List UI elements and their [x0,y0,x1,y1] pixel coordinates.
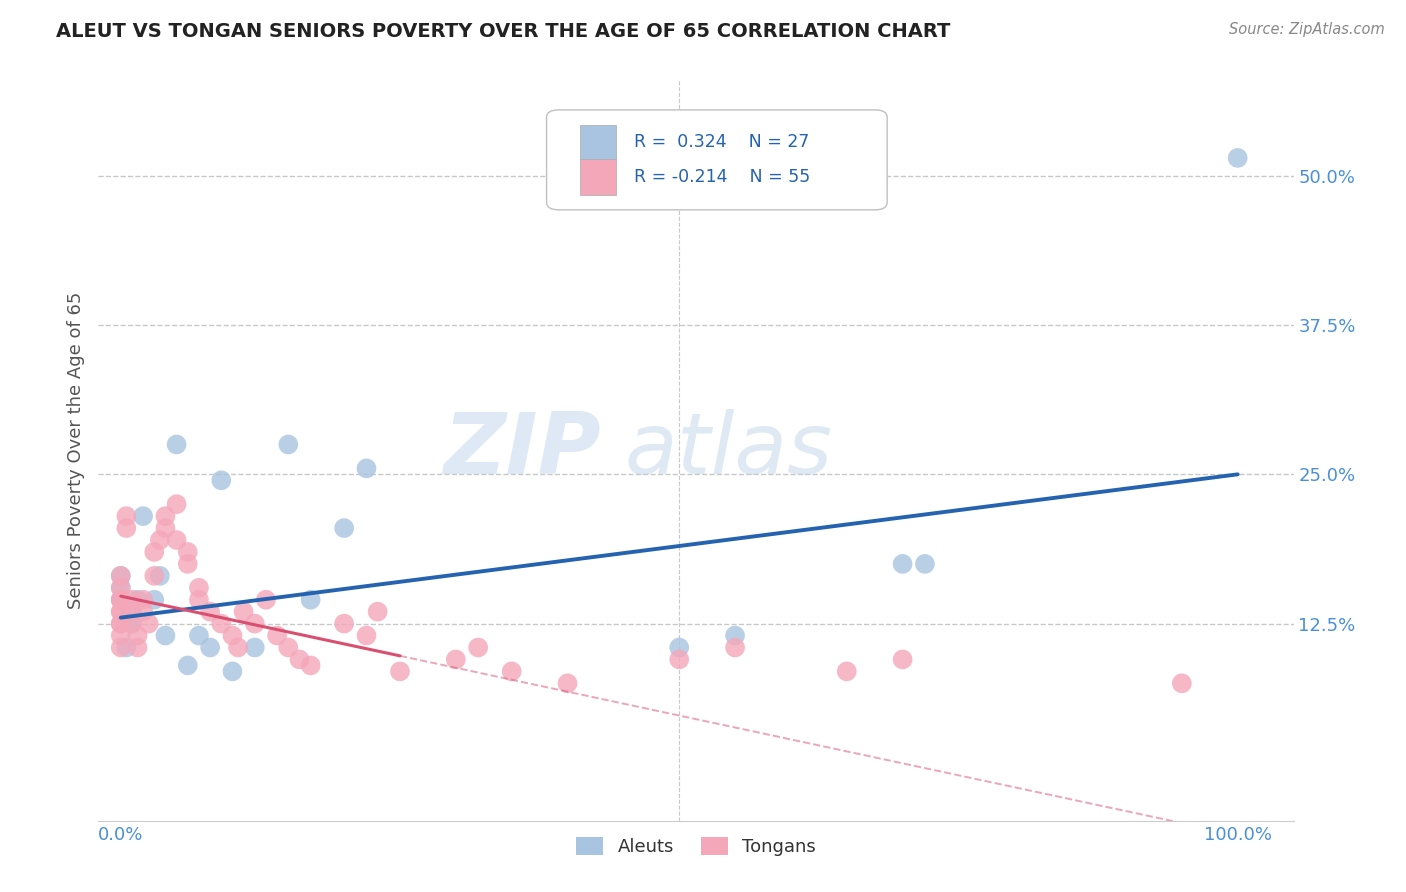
Point [110,569,132,583]
Point [143,592,166,607]
Point [367,605,389,619]
Text: R = -0.214    N = 55: R = -0.214 N = 55 [634,169,810,186]
Point [835,665,858,679]
Point [127,628,149,642]
Point [110,605,132,619]
Point [501,665,523,679]
Text: R =  0.324    N = 27: R = 0.324 N = 27 [634,134,810,152]
Point [221,665,243,679]
Point [138,616,160,631]
Point [177,658,200,673]
Point [388,665,411,679]
Point [299,592,322,607]
Point [356,461,378,475]
Point [299,658,322,673]
Point [277,640,299,655]
Point [110,592,132,607]
Point [143,569,166,583]
Point [668,652,690,666]
Point [155,521,177,535]
FancyBboxPatch shape [547,110,887,210]
Point [724,628,747,642]
Point [166,437,188,451]
Point [121,605,143,619]
Point [333,616,356,631]
Point [356,628,378,642]
Text: ZIP: ZIP [443,409,600,492]
Point [110,592,132,607]
Point [110,605,132,619]
Point [557,676,579,690]
Text: ALEUT VS TONGAN SENIORS POVERTY OVER THE AGE OF 65 CORRELATION CHART: ALEUT VS TONGAN SENIORS POVERTY OVER THE… [56,22,950,41]
Text: Source: ZipAtlas.com: Source: ZipAtlas.com [1229,22,1385,37]
Point [198,640,221,655]
Point [243,616,266,631]
Point [115,521,138,535]
Point [121,592,143,607]
Point [1171,676,1194,690]
FancyBboxPatch shape [581,160,616,195]
Point [149,569,172,583]
Point [187,592,209,607]
Point [177,545,200,559]
Point [110,640,132,655]
Point [668,640,690,655]
Point [891,652,914,666]
Point [254,592,277,607]
Point [110,592,132,607]
Point [226,640,249,655]
Point [121,605,143,619]
Point [155,628,177,642]
Point [110,628,132,642]
Point [177,557,200,571]
Point [444,652,467,666]
Point [110,616,132,631]
Point [243,640,266,655]
Point [110,581,132,595]
Point [110,581,132,595]
Point [467,640,489,655]
Point [110,616,132,631]
Point [333,521,356,535]
Point [187,628,209,642]
Point [149,533,172,547]
Point [198,605,221,619]
Point [266,628,288,642]
Point [166,497,188,511]
Point [127,640,149,655]
Point [132,605,155,619]
Point [121,616,143,631]
Point [115,640,138,655]
Point [724,640,747,655]
FancyBboxPatch shape [581,125,616,161]
Legend: Aleuts, Tongans: Aleuts, Tongans [568,830,824,863]
Point [187,581,209,595]
Point [121,616,143,631]
Point [143,545,166,559]
Point [209,473,232,487]
Point [132,592,155,607]
Point [132,509,155,524]
Point [166,533,188,547]
Point [277,437,299,451]
Point [221,628,243,642]
Point [288,652,311,666]
Point [115,509,138,524]
Text: atlas: atlas [624,409,832,492]
Point [127,592,149,607]
Point [110,569,132,583]
Point [891,557,914,571]
Point [232,605,254,619]
Point [155,509,177,524]
Point [1226,151,1249,165]
Y-axis label: Seniors Poverty Over the Age of 65: Seniors Poverty Over the Age of 65 [66,292,84,609]
Point [209,616,232,631]
Point [914,557,936,571]
